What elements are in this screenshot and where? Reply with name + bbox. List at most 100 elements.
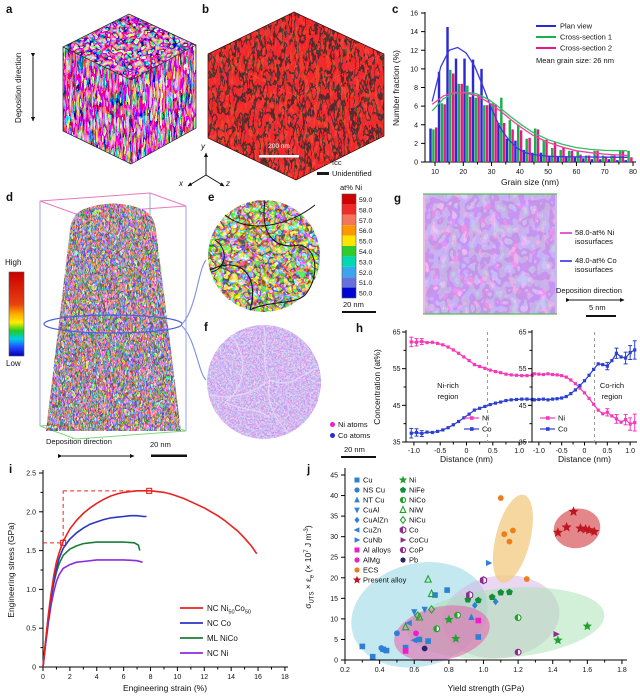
panel-e-composition-map [208,200,376,313]
svg-text:0.8: 0.8 [444,667,454,674]
svg-text:1.4: 1.4 [548,667,558,674]
panel-f-atom-map [207,325,376,458]
panel-letter-a: a [6,4,13,16]
svg-text:16: 16 [410,11,418,18]
j-legend-label: NS Cu [363,486,385,495]
svg-text:55: 55 [519,366,527,373]
svg-text:-1.0: -1.0 [533,448,545,455]
colorbar-low-label: Low [6,359,21,368]
svg-text:1.0: 1.0 [479,667,489,674]
svg-text:1.0: 1.0 [26,587,36,594]
svg-text:12: 12 [410,48,418,55]
high-low-colorbar [8,271,25,357]
h-y-axis-label: Concentration (at%) [372,349,382,425]
j-legend-label: ECS [363,566,378,575]
j-legend-label: Ni [409,476,416,485]
svg-text:1.8: 1.8 [617,667,627,674]
panel-letter-g: g [394,193,402,205]
scale-bar-label-d: 20 nm [150,440,171,449]
svg-text:30: 30 [330,534,338,541]
panel-a-grain-cube [31,13,197,165]
j-legend-label: NiW [409,506,424,515]
svg-text:40: 40 [516,169,524,176]
j-legend-label: AlMg [363,556,380,565]
svg-text:0: 0 [465,448,469,455]
e-colorbar-band [342,225,356,236]
j-legend-label: Al alloys [363,546,391,555]
j-legend-label: CuZn [363,526,381,535]
panel-letter-h: h [356,323,364,335]
svg-text:1.0: 1.0 [514,448,524,455]
svg-text:10: 10 [431,169,439,176]
i-y-axis-label: Engineering stress (GPa) [6,522,16,618]
svg-text:0: 0 [41,674,45,681]
e-colorbar-band [342,277,356,288]
svg-text:45: 45 [330,473,338,480]
svg-text:0: 0 [583,448,587,455]
svg-text:-0.5: -0.5 [434,448,446,455]
e-colorbar-value: 55.0 [359,239,372,246]
scale-bar-e [342,311,376,313]
ni-iso-label-1: 58.0-at% Ni [575,228,615,237]
colorbar-high-label: High [5,258,22,267]
co-atoms-swatch [330,433,335,438]
svg-text:2: 2 [68,674,72,681]
svg-text:5: 5 [334,637,338,644]
e-colorbar-band [342,266,356,278]
legend-co-atoms: Co atoms [330,431,370,440]
h-legend-label: Co [482,425,492,434]
ni-atoms-swatch [330,422,335,427]
j-legend-label: CoCu [409,536,428,545]
svg-text:1.0: 1.0 [625,448,635,455]
e-colorbar-value: 52.0 [359,270,372,277]
svg-text:18: 18 [281,674,289,681]
fcc-label: fcc [332,158,342,167]
j-legend-label: Present alloy [363,576,407,585]
h-legend-label: Ni [558,414,565,423]
j-x-axis-label: Yield strength (GPa) [448,683,525,693]
deposition-direction-label-d: Deposition direction [46,437,112,446]
svg-text:65: 65 [393,330,401,337]
panel-letter-e: e [208,192,215,204]
j-legend-label: NiCu [409,516,426,525]
svg-text:-1.0: -1.0 [408,448,420,455]
scale-bar-label-e: 20 nm [343,300,364,309]
svg-text:1.2: 1.2 [513,667,523,674]
svg-text:30: 30 [488,169,496,176]
e-colorbar-band [342,194,356,205]
legend-co-isosurfaces: 48.0-at% Co isosurfaces [560,256,617,275]
svg-text:8: 8 [414,85,418,92]
e-colorbar-value: 58.0 [359,207,372,214]
svg-text:35: 35 [393,440,401,447]
e-colorbar-band [342,256,356,267]
svg-text:70: 70 [601,169,609,176]
svg-text:4: 4 [95,674,99,681]
scatter-ellipse [492,494,533,583]
j-legend-label: CuNb [363,536,382,545]
svg-text:0.5: 0.5 [488,448,498,455]
svg-text:2.5: 2.5 [26,471,36,478]
svg-text:-0.5: -0.5 [556,448,568,455]
svg-text:0: 0 [32,665,36,672]
c-legend-label: Cross-section 2 [560,44,612,53]
j-legend-label: NT Cu [363,496,385,505]
svg-text:region: region [602,392,623,401]
e-colorbar-band [342,287,356,298]
scale-bar-b [259,155,299,158]
svg-text:region: region [438,392,459,401]
ni-iso-swatch [560,232,572,235]
scale-bar-d [151,454,187,457]
legend-ni-isosurfaces: 58.0-at% Ni isosurfaces [560,228,614,247]
h-region-label: Co-rich [600,381,624,390]
svg-text:40: 40 [330,493,338,500]
e-colorbar-value: 59.0 [359,197,372,204]
svg-text:6: 6 [122,674,126,681]
scale-bar-label-f: 20 nm [344,445,365,454]
ni-atoms-label: Ni atoms [338,420,368,429]
connector-to-e [181,259,207,325]
panel-letter-i: i [9,464,13,476]
svg-text:65: 65 [519,330,527,337]
